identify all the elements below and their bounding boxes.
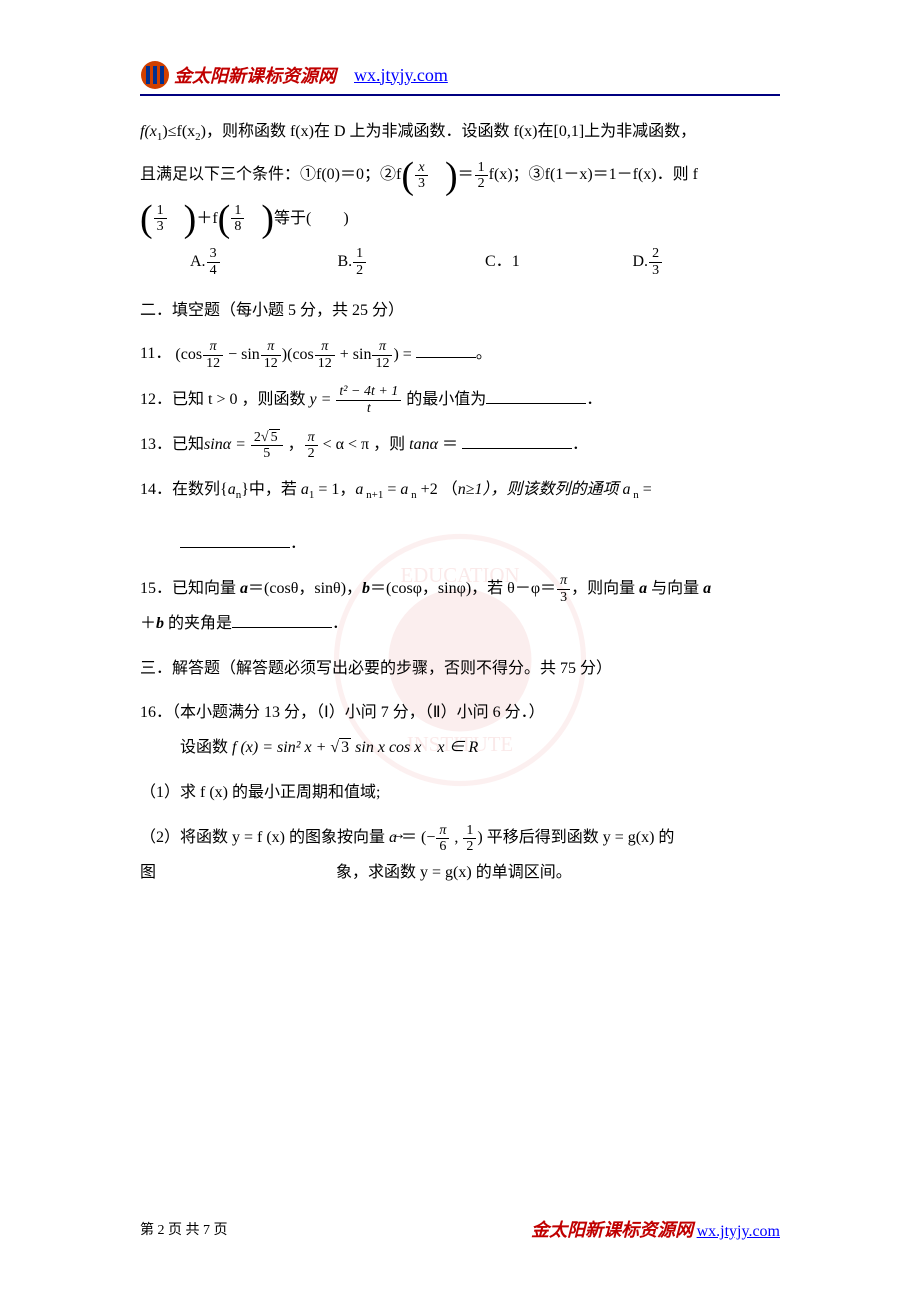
footer-url-link[interactable]: wx.jtyjy.com <box>697 1223 780 1240</box>
q16-part2: （2）将函数 y = f (x) 的图象按向量 →a ＝ (−π6 , 12) … <box>140 820 780 855</box>
brand-text: 金太阳新课标资源网 <box>174 62 336 88</box>
option-c: C．1 <box>485 244 633 279</box>
blank-15 <box>232 612 332 628</box>
blank-12 <box>486 388 586 404</box>
option-a: A.34 <box>190 244 338 279</box>
section3-title: 三．解答题（解答题必须写出必要的步骤，否则不得分。共 75 分） <box>140 651 780 686</box>
q10-continuation-line3: (13 )＋f(18 )等于( ) <box>140 201 780 236</box>
q10-continuation-line2: 且满足以下三个条件：①f(0)＝0；②f(x3 )＝12f(x)；③f(1－x)… <box>140 157 780 192</box>
question-13: 13．已知sinα = 2√55 ，π2 < α < π ，则 tanα ＝ ． <box>140 427 780 462</box>
brand-logo-icon <box>140 60 170 90</box>
page-number: 第 2 页 共 7 页 <box>140 1219 228 1239</box>
blank-11 <box>416 342 476 358</box>
header-url-link[interactable]: wx.jtyjy.com <box>354 65 448 86</box>
footer-brand-text: 金太阳新课标资源网 <box>531 1220 693 1240</box>
page-header: 金太阳新课标资源网 wx.jtyjy.com <box>140 60 780 96</box>
option-d: D.23 <box>633 244 781 279</box>
main-content: f(x1)≤f(x2)，则称函数 f(x)在 D 上为非减函数．设函数 f(x)… <box>140 114 780 890</box>
question-12: 12．已知 t > 0 ，则函数 y = t² − 4t + 1t 的最小值为． <box>140 382 780 417</box>
question-14: 14．在数列{an}中，若 a1 = 1，a n+1 = a n +2 （n≥1… <box>140 472 780 561</box>
section2-title: 二．填空题（每小题 5 分，共 25 分） <box>140 293 780 328</box>
blank-14 <box>180 532 290 548</box>
page-footer: 第 2 页 共 7 页 金太阳新课标资源网 wx.jtyjy.com <box>140 1216 780 1242</box>
question-11: 11． (cosπ12 − sinπ12)(cosπ12 + sinπ12) =… <box>140 336 780 372</box>
question-16: 16．（本小题满分 13 分，（Ⅰ）小问 7 分，（Ⅱ）小问 6 分．） 设函数… <box>140 695 780 891</box>
option-b: B.12 <box>338 244 486 279</box>
q10-options: A.34 B.12 C．1 D.23 <box>140 244 780 279</box>
blank-13 <box>462 433 572 449</box>
q16-part1: （1）求 f (x) 的最小正周期和值域; <box>140 775 780 810</box>
question-15: 15．已知向量 a＝(cosθ，sinθ)，b＝(cosφ，sinφ)，若 θ－… <box>140 571 780 641</box>
q10-continuation-line1: f(x1)≤f(x2)，则称函数 f(x)在 D 上为非减函数．设函数 f(x)… <box>140 114 780 149</box>
